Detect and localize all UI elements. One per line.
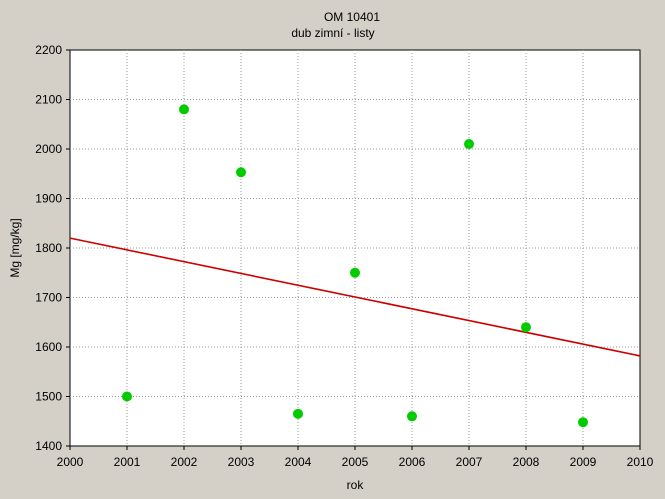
y-tick-label: 1700: [35, 291, 62, 305]
x-tick-label: 2008: [513, 455, 540, 469]
data-points: [122, 104, 588, 428]
x-axis-ticks: 2000 2001 2002 2003 2004 2005 2006 2007 2008 2009…: [57, 446, 654, 469]
y-tick-label: 2000: [35, 142, 62, 156]
y-tick-label: 2100: [35, 93, 62, 107]
x-tick-label: 2004: [285, 455, 312, 469]
trendline: [69, 237, 641, 357]
x-tick-label: 2003: [228, 455, 255, 469]
data-point: [179, 104, 189, 115]
x-axis-label: rok: [347, 478, 365, 492]
chart-title: OM 10401: [324, 10, 380, 24]
x-tick-label: 2009: [570, 455, 597, 469]
data-point: [293, 408, 303, 419]
data-point: [464, 139, 474, 150]
y-tick-label: 1500: [35, 390, 62, 404]
y-tick-label: 1400: [35, 439, 62, 453]
data-point: [350, 267, 360, 278]
x-tick-label: 2001: [114, 455, 141, 469]
y-tick-label: 1600: [35, 340, 62, 354]
data-point: [122, 391, 132, 402]
y-axis-ticks: 1400 1500 1600 1700 1800 1900 2000 2100 2200: [35, 43, 70, 453]
y-tick-label: 1900: [35, 192, 62, 206]
data-point: [578, 417, 588, 428]
x-tick-label: 2002: [171, 455, 198, 469]
y-axis-label: Mg [mg/kg]: [8, 218, 22, 277]
trendline-group: [69, 237, 641, 357]
x-tick-label: 2010: [627, 455, 654, 469]
data-point: [407, 411, 417, 422]
data-point: [236, 167, 246, 178]
x-tick-label: 2006: [399, 455, 426, 469]
y-tick-label: 1800: [35, 241, 62, 255]
x-tick-label: 2005: [342, 455, 369, 469]
y-tick-label: 2200: [35, 43, 62, 57]
chart-subtitle: dub zimní - listy: [291, 26, 374, 40]
x-tick-label: 2000: [57, 455, 84, 469]
x-tick-label: 2007: [456, 455, 483, 469]
data-point: [521, 322, 531, 333]
grid-lines: [70, 50, 640, 446]
